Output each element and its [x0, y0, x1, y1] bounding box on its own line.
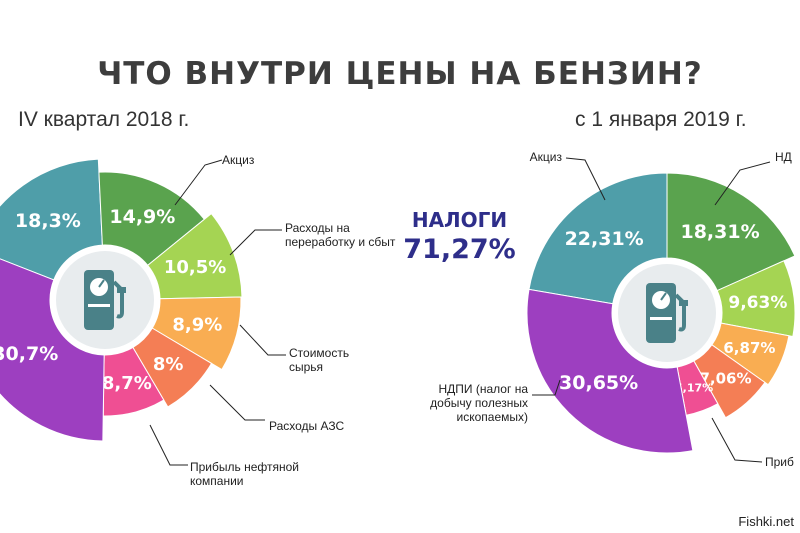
callout-line	[239, 324, 286, 356]
callout-line	[149, 424, 188, 466]
fuel-pump-icon	[646, 283, 688, 343]
callout-excise-2019: Акциз	[529, 150, 562, 164]
label-station-2019: 7,06%	[699, 369, 751, 387]
callout-profit-2018: Прибыль нефтяной компании	[190, 460, 299, 488]
chart-title-2019: с 1 января 2019 г.	[575, 108, 747, 131]
label-ndpi-2019: 30,65%	[559, 372, 638, 394]
callout-line	[565, 157, 606, 201]
label-excise-2018: 14,9%	[109, 206, 175, 228]
fuel-pump-icon	[84, 270, 126, 330]
page-title: ЧТО ВНУТРИ ЦЕНЫ НА БЕНЗИН?	[97, 56, 703, 92]
label-raw-2019: 6,87%	[723, 339, 775, 357]
label-excise-2019: 18,31%	[680, 221, 759, 243]
label-profit-2019: 5,17%	[675, 382, 713, 395]
label-profit-2018: 8,7%	[102, 373, 152, 394]
label-vat-2018: 18,3%	[15, 210, 81, 232]
taxes-total: НАЛОГИ 71,27%	[392, 208, 527, 265]
callout-ndpi-top-2019: НД	[775, 150, 792, 164]
label-vat-2019: 22,31%	[565, 228, 644, 250]
callout-line	[532, 379, 561, 396]
label-station-2018: 8%	[153, 354, 184, 375]
callout-ndpi-2019: НДПИ (налог на добычу полезных ископаемы…	[430, 382, 528, 424]
callout-line	[711, 417, 763, 463]
label-processing-2019: 9,63%	[728, 293, 787, 313]
label-raw-2018: 8,9%	[172, 315, 222, 336]
callout-station-2018: Расходы АЗС	[269, 419, 345, 433]
callout-excise-2018: Акциз	[222, 153, 255, 167]
pie-2018: 18,3% 14,9% 10,5% 8,9% 8%8,7% 30,7%	[0, 158, 243, 442]
chart-title-2018: IV квартал 2018 г.	[18, 108, 190, 131]
taxes-value: 71,27%	[403, 234, 516, 265]
label-processing-2018: 10,5%	[164, 257, 226, 278]
callout-profit-2019: Приб	[765, 455, 794, 469]
callout-raw-2018: Стоимость сырья	[289, 346, 350, 374]
label-ndpi-2018: 30,7%	[0, 343, 58, 365]
watermark: Fishki.net	[738, 514, 794, 529]
taxes-label: НАЛОГИ	[411, 208, 508, 232]
pie-2019: 22,31% 18,31% 9,63% 6,87% 7,06%5,17% 30,65%	[526, 172, 796, 454]
callout-line	[229, 229, 282, 256]
callout-line	[174, 159, 223, 206]
callout-line	[714, 161, 771, 206]
callout-line	[209, 384, 265, 421]
callout-processing-2018: Расходы на переработку и сбыт	[285, 221, 396, 249]
